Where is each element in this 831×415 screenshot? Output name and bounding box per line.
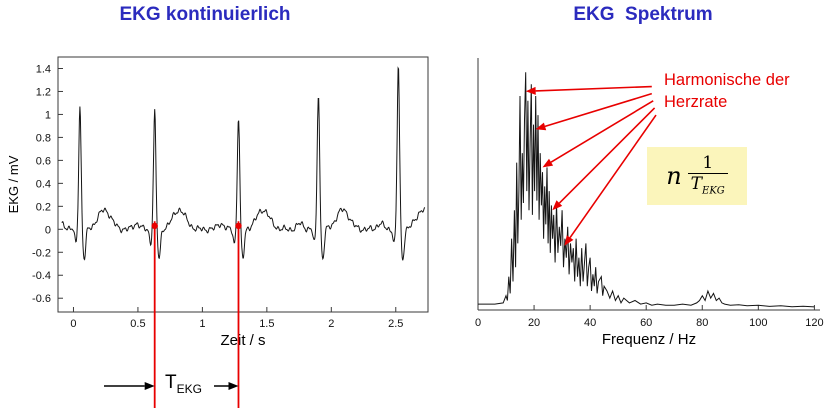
harmonics-annotation-line2: Herzrate bbox=[664, 92, 728, 111]
spectrum-x-tick-label: 80 bbox=[696, 317, 708, 329]
right-chart-title: EKG Spektrum bbox=[573, 4, 713, 25]
ecg-y-tick-label: 0 bbox=[45, 224, 51, 236]
harmonic-arrow-shaft bbox=[558, 107, 656, 204]
harmonic-formula-box: n 1 TEKG bbox=[647, 147, 747, 205]
ecg-y-tick-label: 1.4 bbox=[36, 63, 51, 75]
harmonic-arrow-head bbox=[564, 235, 574, 246]
spectrum-x-tick-label: 100 bbox=[749, 317, 767, 329]
ecg-yaxis-label: EKG / mV bbox=[6, 155, 21, 213]
t-ekg-period-label-main: T bbox=[165, 372, 177, 393]
ecg-y-tick-label: 0.4 bbox=[36, 178, 51, 190]
spectrum-x-tick-label: 120 bbox=[805, 317, 823, 329]
harmonic-arrow-shaft bbox=[544, 92, 653, 128]
formula-numerator: 1 bbox=[702, 153, 714, 174]
ecg-x-tick-label: 1 bbox=[199, 318, 205, 330]
ecg-trace bbox=[61, 66, 426, 261]
spectrum-x-tick-label: 40 bbox=[584, 317, 596, 329]
harmonics-annotation-line1: Harmonische der bbox=[664, 71, 790, 89]
harmonic-arrow-shaft bbox=[569, 114, 657, 239]
ecg-y-tick-label: 1 bbox=[45, 109, 51, 121]
t-ekg-period-label: TEKG bbox=[165, 372, 202, 396]
spectrum-xaxis-label: Frequenz / Hz bbox=[602, 331, 696, 348]
ecg-x-tick-label: 2 bbox=[328, 318, 334, 330]
harmonic-arrow-shaft bbox=[550, 100, 654, 163]
ecg-y-tick-label: 0.2 bbox=[36, 201, 51, 213]
ecg-y-tick-label: 1.2 bbox=[36, 86, 51, 98]
heartbeat-marker-dot bbox=[151, 222, 158, 230]
harmonic-arrow-head bbox=[542, 158, 554, 168]
harmonic-arrow-head bbox=[552, 200, 563, 211]
ecg-y-tick-label: -0.6 bbox=[32, 293, 51, 305]
t-ekg-left-arrow-head bbox=[144, 382, 155, 390]
formula-fraction: 1 TEKG bbox=[687, 153, 728, 197]
harmonic-arrow-head bbox=[525, 86, 536, 95]
spectrum-x-tick-label: 20 bbox=[528, 317, 540, 329]
ecg-y-tick-label: -0.2 bbox=[32, 247, 51, 259]
harmonic-arrow-head bbox=[535, 122, 547, 131]
t-ekg-period-label-sub: EKG bbox=[176, 381, 202, 396]
spectrum-x-tick-label: 0 bbox=[475, 317, 481, 329]
t-ekg-right-arrow-head bbox=[228, 382, 239, 390]
ecg-y-tick-label: 0.6 bbox=[36, 155, 51, 167]
formula-factor-n: n bbox=[666, 162, 682, 190]
ecg-y-tick-label: 0.8 bbox=[36, 132, 51, 144]
ecg-x-tick-label: 2.5 bbox=[388, 318, 403, 330]
spectrum-x-tick-label: 60 bbox=[640, 317, 652, 329]
ecg-x-tick-label: 1.5 bbox=[259, 318, 274, 330]
ecg-x-tick-label: 0 bbox=[70, 318, 76, 330]
ecg-plot-box bbox=[57, 56, 429, 313]
spectrum-trace bbox=[478, 72, 815, 308]
formula-denominator-t: T bbox=[690, 173, 703, 194]
ecg-y-tick-label: -0.4 bbox=[32, 270, 51, 282]
ecg-xaxis-label: Zeit / s bbox=[220, 332, 265, 349]
harmonic-arrow-shaft bbox=[535, 85, 652, 92]
formula-denominator: TEKG bbox=[687, 172, 728, 197]
heartbeat-marker-dot bbox=[235, 222, 242, 230]
left-chart-title: EKG kontinuierlich bbox=[119, 4, 291, 25]
ecg-x-tick-label: 0.5 bbox=[130, 318, 145, 330]
formula-denominator-sub: EKG bbox=[702, 185, 725, 197]
harmonics-annotation: Harmonische der Herzrate bbox=[664, 70, 790, 114]
